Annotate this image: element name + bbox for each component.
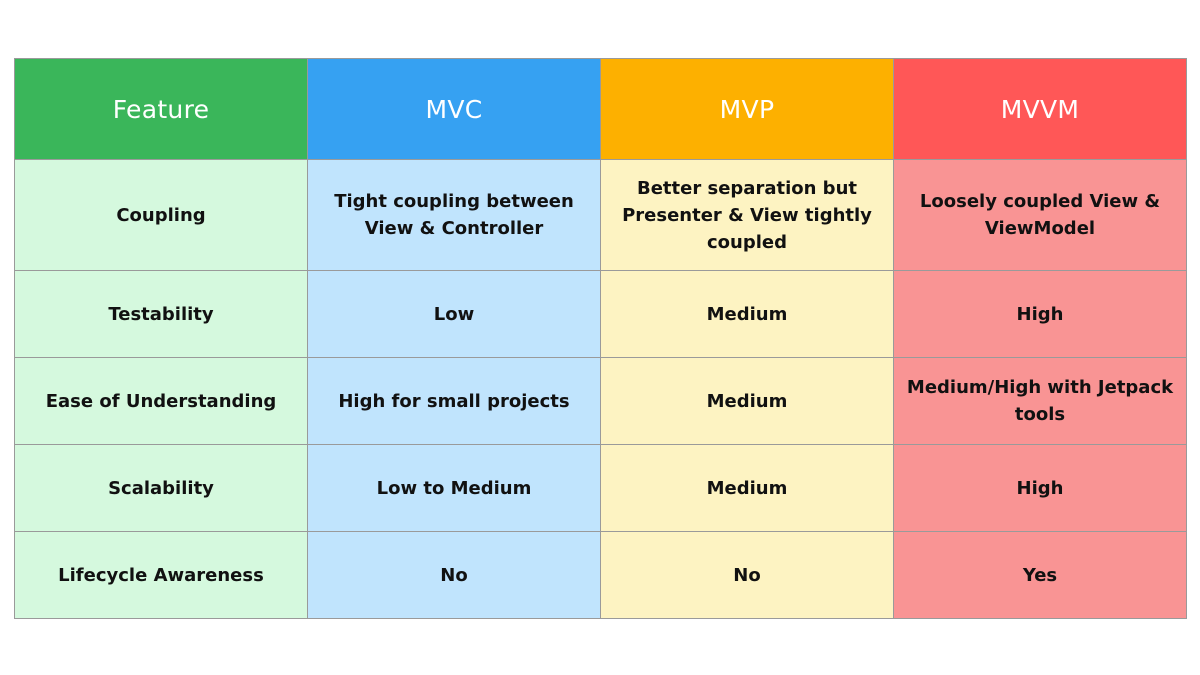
feature-cell: Ease of Understanding (14, 357, 308, 445)
mvp-cell: No (600, 531, 894, 619)
table-header: Feature MVC MVP MVVM (14, 58, 1187, 160)
feature-cell: Coupling (14, 159, 308, 271)
header-feature: Feature (14, 58, 308, 160)
table-row-lifecycle-awareness: Lifecycle Awareness No No Yes (14, 531, 1187, 619)
table-row-scalability: Scalability Low to Medium Medium High (14, 444, 1187, 532)
mvvm-cell: Medium/High with Jetpack tools (893, 357, 1187, 445)
mvc-cell: No (307, 531, 601, 619)
mvc-cell: High for small projects (307, 357, 601, 445)
mvp-cell: Medium (600, 357, 894, 445)
mvp-cell: Better separation but Presenter & View t… (600, 159, 894, 271)
mvvm-cell: High (893, 444, 1187, 532)
table-body: Coupling Tight coupling between View & C… (14, 159, 1187, 619)
mvvm-cell: Loosely coupled View & ViewModel (893, 159, 1187, 271)
header-mvc: MVC (307, 58, 601, 160)
mvc-cell: Low (307, 270, 601, 358)
table-row-testability: Testability Low Medium High (14, 270, 1187, 358)
mvvm-cell: Yes (893, 531, 1187, 619)
mvvm-cell: High (893, 270, 1187, 358)
table-row-ease-of-understanding: Ease of Understanding High for small pro… (14, 357, 1187, 445)
header-mvp: MVP (600, 58, 894, 160)
mvp-cell: Medium (600, 270, 894, 358)
feature-cell: Lifecycle Awareness (14, 531, 308, 619)
mvc-cell: Low to Medium (307, 444, 601, 532)
table-row-coupling: Coupling Tight coupling between View & C… (14, 159, 1187, 271)
header-row: Feature MVC MVP MVVM (14, 58, 1187, 160)
header-mvvm: MVVM (893, 58, 1187, 160)
comparison-table: Feature MVC MVP MVVM Coupling Tight coup… (14, 58, 1187, 619)
mvp-cell: Medium (600, 444, 894, 532)
feature-cell: Testability (14, 270, 308, 358)
mvc-cell: Tight coupling between View & Controller (307, 159, 601, 271)
feature-cell: Scalability (14, 444, 308, 532)
